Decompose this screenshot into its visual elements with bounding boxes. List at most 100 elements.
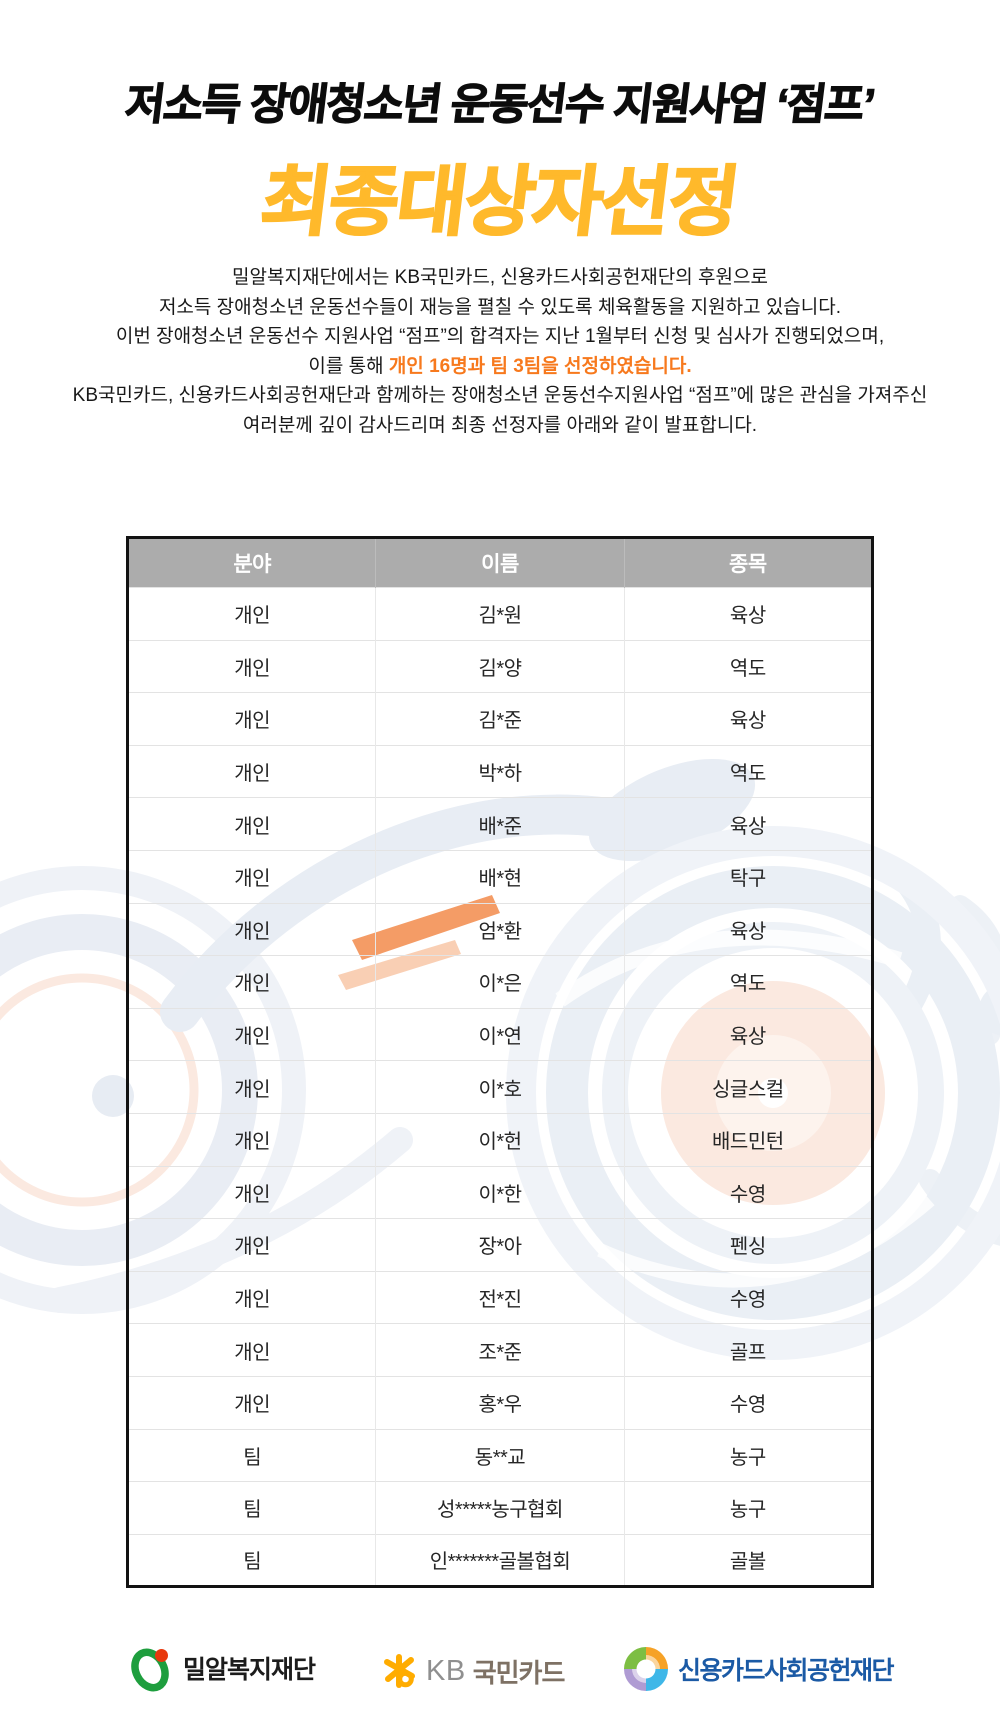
name-cell: 성*****농구협회 [375,1481,625,1535]
intro-highlight: 개인 16명과 팀 3팀을 선정하였습니다. [388,355,692,377]
table-row: 팀 성*****농구협회 농구 [127,1481,873,1535]
table-body: 개인 김*원 육상 개인 김*양 역도 개인 김*준 육상 개인 박*하 역도 개인 배*준 육상 개인 배*현… [127,587,873,1587]
intro-text: 여러분께 깊이 감사드리며 최종 선정자를 아래와 같이 발표합니다. [242,414,758,436]
name-cell: 엄*환 [375,902,625,956]
program-title: 저소득 장애청소년 운동선수 지원사업 ‘점프’ [122,80,877,129]
milal-seed-icon [131,1648,169,1692]
category-cell: 개인 [127,849,376,904]
name-cell: 조*준 [375,1323,625,1377]
sport-cell: 수영 [623,1270,873,1324]
name-cell: 장*아 [375,1218,625,1272]
category-cell: 개인 [127,1323,376,1377]
category-cell: 개인 [127,639,376,693]
intro-line: 여러분께 깊이 감사드리며 최종 선정자를 아래와 같이 발표합니다. [0,411,1000,441]
table-row: 개인 김*준 육상 [127,692,873,746]
milal-foundation-label: 밀알복지재단 [183,1656,316,1684]
ccsf-pinwheel-icon [624,1647,668,1691]
table-row: 팀 인*******골볼협회 골볼 [127,1533,873,1587]
category-cell: 개인 [127,1112,376,1167]
name-cell: 이*은 [375,955,625,1009]
sport-cell: 육상 [623,1007,873,1061]
name-cell: 배*준 [375,797,625,851]
table-row: 개인 박*하 역도 [127,744,873,798]
sport-cell: 농구 [623,1481,873,1535]
name-cell: 김*원 [375,587,625,641]
name-cell: 이*헌 [375,1112,625,1167]
header-row: 분야 이름 종목 [127,537,873,588]
sport-cell: 육상 [623,692,873,746]
sport-cell: 육상 [623,587,873,641]
table-row: 개인 이*헌 배드민턴 [127,1112,873,1167]
category-cell: 개인 [127,1218,376,1272]
name-cell: 김*양 [375,639,625,693]
column-header: 이름 [375,537,625,588]
page-title: 최종대상자선정 [255,159,743,246]
name-cell: 홍*우 [375,1375,625,1429]
header: 저소득 장애청소년 운동선수 지원사업 ‘점프’ 최종대상자선정 [0,70,1000,250]
intro-text: 이를 통해 [308,355,389,377]
credit-card-foundation-label: 신용카드사회공헌재단 [678,1657,895,1685]
sport-cell: 펜싱 [623,1218,873,1272]
sport-cell: 골볼 [623,1533,873,1587]
table-row: 개인 배*준 육상 [127,797,873,851]
table-row: 개인 장*아 펜싱 [127,1218,873,1272]
name-cell: 이*한 [375,1165,625,1219]
table-row: 개인 이*호 싱글스컬 [127,1060,873,1114]
column-header: 종목 [623,537,873,588]
category-cell: 개인 [127,902,376,956]
name-cell: 김*준 [375,692,625,746]
table-row: 개인 조*준 골프 [127,1323,873,1377]
intro-text: 이번 장애청소년 운동선수 지원사업 “점프”의 합격자는 지난 1월부터 신청… [115,326,885,348]
sport-cell: 역도 [623,639,873,693]
table-row: 개인 홍*우 수영 [127,1375,873,1429]
category-cell: 팀 [127,1533,376,1587]
table-head: 분야 이름 종목 [127,537,873,588]
name-cell: 전*진 [375,1270,625,1324]
table-row: 팀 동**교 농구 [127,1428,873,1482]
name-cell: 동**교 [375,1428,625,1482]
milal-foundation-logo: 밀알복지재단 [128,1644,316,1692]
table-row: 개인 전*진 수영 [127,1270,873,1324]
name-cell: 이*호 [375,1060,625,1114]
category-cell: 개인 [127,1375,376,1429]
sport-cell: 역도 [623,744,873,798]
category-cell: 개인 [127,955,376,1009]
intro-line: 이를 통해 개인 16명과 팀 3팀을 선정하였습니다. [0,352,1000,382]
kb-kookmin-card-logo: KB 국민카드 [381,1652,565,1690]
intro-text: 저소득 장애청소년 운동선수들이 재능을 펼칠 수 있도록 체육활동을 지원하고… [158,296,842,318]
name-cell: 인*******골볼협회 [375,1533,625,1587]
table-row: 개인 김*원 육상 [127,587,873,641]
category-cell: 팀 [127,1428,376,1482]
name-cell: 박*하 [375,744,625,798]
kb-star-icon [384,1654,415,1688]
sport-cell: 골프 [623,1323,873,1377]
table-row: 개인 이*연 육상 [127,1007,873,1061]
sport-cell: 농구 [623,1428,873,1482]
sport-cell: 수영 [623,1375,873,1429]
category-cell: 개인 [127,587,376,641]
intro-line: 이번 장애청소년 운동선수 지원사업 “점프”의 합격자는 지난 1월부터 신청… [0,322,1000,352]
kb-wordmark: KB [426,1654,466,1687]
table-row: 개인 배*현 탁구 [127,849,873,904]
table-row: 개인 이*한 수영 [127,1165,873,1219]
intro-line: 저소득 장애청소년 운동선수들이 재능을 펼칠 수 있도록 체육활동을 지원하고… [0,293,1000,323]
intro-text: 밀알복지재단에서는 KB국민카드, 신용카드사회공헌재단의 후원으로 [232,267,768,288]
intro-line: 밀알복지재단에서는 KB국민카드, 신용카드사회공헌재단의 후원으로 [0,263,1000,293]
table-row: 개인 이*은 역도 [127,955,873,1009]
sport-cell: 육상 [623,797,873,851]
category-cell: 개인 [127,1270,376,1324]
name-cell: 배*현 [375,849,625,904]
sport-cell: 수영 [623,1165,873,1219]
intro-line: KB국민카드, 신용카드사회공헌재단과 함께하는 장애청소년 운동선수지원사업 … [0,381,1000,411]
category-cell: 개인 [127,744,376,798]
table-row: 개인 김*양 역도 [127,639,873,693]
category-cell: 개인 [127,692,376,746]
sport-cell: 싱글스컬 [623,1060,873,1114]
category-cell: 개인 [127,1007,376,1061]
sport-cell: 역도 [623,955,873,1009]
category-cell: 개인 [127,1165,376,1219]
table-row: 개인 엄*환 육상 [127,902,873,956]
sport-cell: 탁구 [623,849,873,904]
